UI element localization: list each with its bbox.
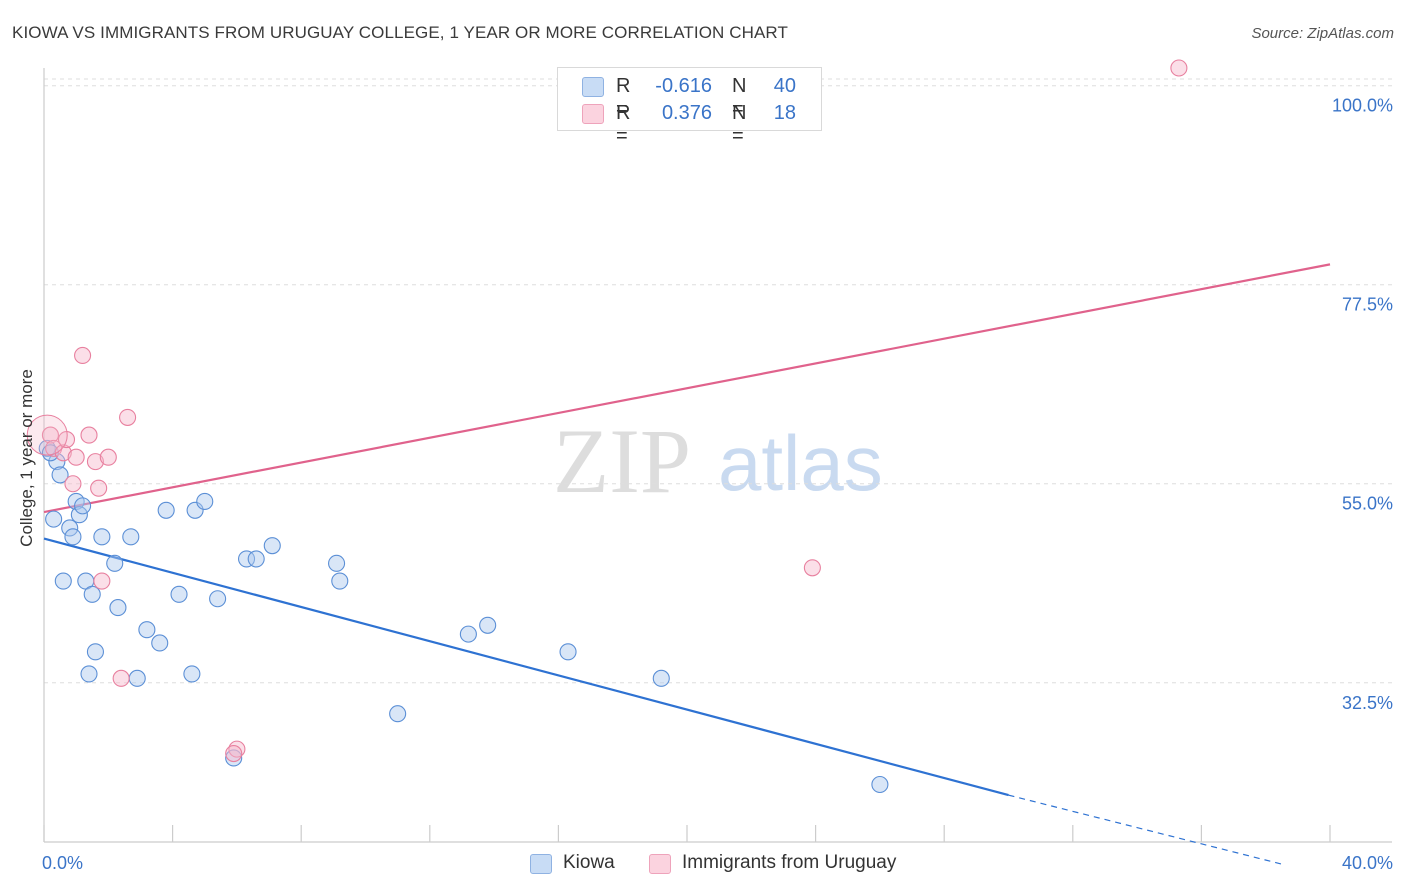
uruguay-point (93, 572, 111, 590)
kiowa-point (54, 572, 72, 590)
kiowa-point (106, 554, 124, 572)
kiowa-trend-extension (1008, 794, 1282, 865)
kiowa-point (225, 749, 243, 767)
uruguay-point (67, 448, 85, 466)
n-label: N = (732, 102, 747, 147)
kiowa-point (157, 501, 175, 519)
chart-source: Source: ZipAtlas.com (1251, 25, 1394, 42)
kiowa-n-value: 40 (773, 75, 796, 97)
kiowa-point (196, 492, 214, 510)
watermark-zip: ZIP (553, 410, 691, 512)
kiowa-point (459, 625, 477, 643)
watermark: ZIP atlas (553, 410, 883, 512)
kiowa-point (559, 643, 577, 661)
kiowa-point (186, 501, 204, 519)
watermark-atlas: atlas (718, 419, 883, 507)
uruguay-trend-line (43, 263, 1331, 514)
kiowa-point (93, 528, 111, 546)
uruguay-point (90, 479, 108, 497)
kiowa-r-value: -0.616 (655, 75, 712, 97)
kiowa-point (479, 616, 497, 634)
chart-title: KIOWA VS IMMIGRANTS FROM URUGUAY COLLEGE… (12, 23, 788, 42)
kiowa-point (83, 585, 101, 603)
uruguay-point (80, 426, 98, 444)
uruguay-n-value: 18 (773, 102, 796, 124)
kiowa-point (122, 528, 140, 546)
uruguay-legend-label: Immigrants from Uruguay (682, 852, 897, 873)
uruguay-r-value: 0.376 (661, 102, 712, 124)
x-tick-label-max: 40.0% (1342, 853, 1393, 873)
kiowa-point (51, 466, 69, 484)
tick-labels: 32.5% 55.0% 77.5% 100.0% 0.0% 40.0% (42, 96, 1393, 873)
y-axis-label: College, 1 year or more (17, 369, 36, 547)
n-label: N = (732, 75, 747, 120)
uruguay-point (1170, 59, 1188, 77)
y-tick-label: 32.5% (1342, 693, 1393, 713)
y-tick-label: 77.5% (1342, 295, 1393, 315)
uruguay-point (225, 744, 243, 763)
trend-lines (43, 263, 1331, 865)
kiowa-point (247, 550, 265, 568)
kiowa-point (138, 621, 156, 639)
uruguay-point (86, 453, 104, 471)
kiowa-point (209, 590, 227, 608)
kiowa-point (64, 528, 82, 546)
stats-legend: R = -0.616 N = 40 R = 0.376 N = 18 (557, 67, 822, 147)
kiowa-point (263, 537, 281, 555)
r-label: R = (616, 102, 631, 147)
kiowa-point (237, 550, 256, 568)
uruguay-swatch (582, 104, 604, 124)
kiowa-trend-line (43, 537, 1009, 797)
uruguay-point (803, 559, 821, 577)
kiowa-point (183, 665, 201, 683)
kiowa-point (652, 669, 670, 687)
kiowa-swatch (582, 77, 604, 97)
kiowa-point (328, 554, 346, 572)
kiowa-point (48, 453, 66, 471)
kiowa-point (128, 669, 146, 687)
data-points (26, 59, 1188, 794)
uruguay-point (99, 448, 117, 466)
x-tick-label-min: 0.0% (42, 853, 83, 873)
kiowa-point (61, 519, 79, 537)
kiowa-point (80, 665, 98, 683)
uruguay-legend-swatch (649, 854, 671, 874)
r-label: R = (616, 75, 631, 120)
kiowa-point (151, 634, 169, 652)
uruguay-point (74, 346, 92, 365)
kiowa-point (170, 585, 188, 603)
uruguay-point (119, 408, 137, 426)
kiowa-legend-swatch (530, 854, 552, 874)
kiowa-legend-label: Kiowa (563, 852, 615, 873)
kiowa-point (331, 572, 349, 590)
uruguay-point (54, 444, 72, 462)
kiowa-point (86, 643, 104, 661)
kiowa-point (109, 599, 127, 617)
y-tick-label: 55.0% (1342, 494, 1393, 514)
kiowa-point (45, 510, 63, 528)
uruguay-point-large (26, 414, 68, 456)
kiowa-point (70, 506, 88, 524)
kiowa-point (389, 705, 407, 723)
uruguay-point (41, 426, 59, 444)
kiowa-point (871, 775, 889, 794)
uruguay-point (64, 475, 82, 493)
kiowa-point (74, 497, 92, 515)
uruguay-point (112, 669, 130, 687)
y-tick-label: 100.0% (1332, 96, 1393, 116)
